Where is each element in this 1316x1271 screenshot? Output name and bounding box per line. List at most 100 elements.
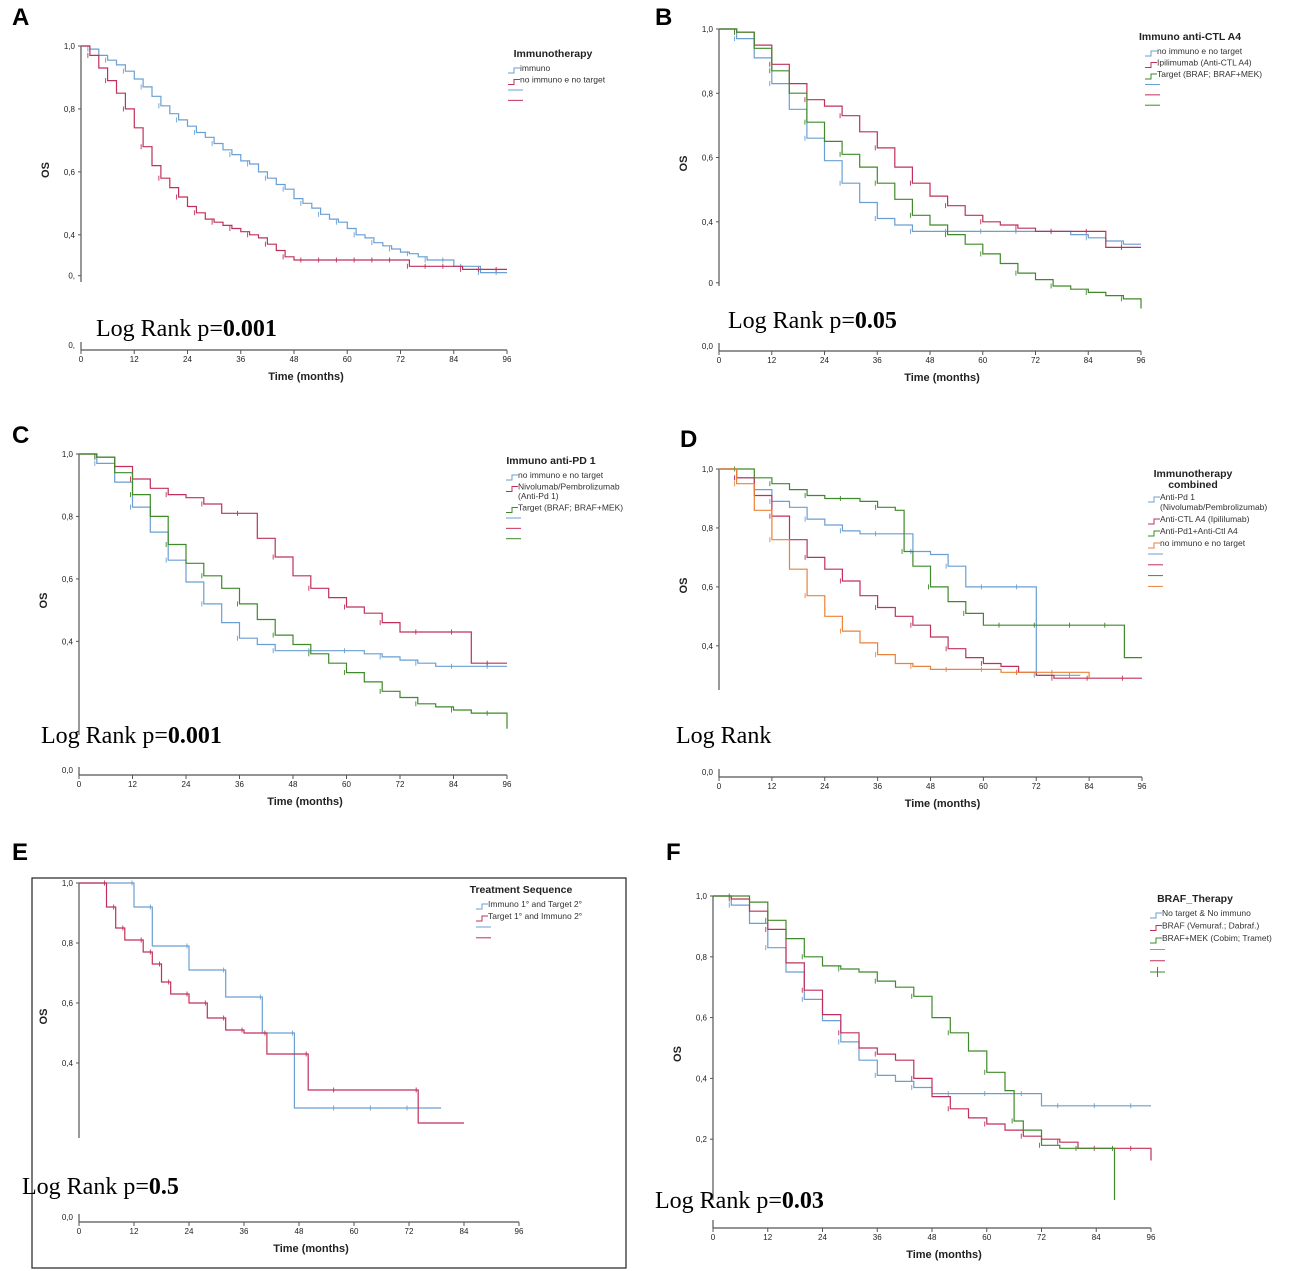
legend-swatch [476, 903, 488, 910]
log-rank-p-value: 0.03 [782, 1188, 824, 1214]
legend-label: Target (BRAF; BRAF+MEK) [518, 503, 623, 513]
legend-label: Target (BRAF; BRAF+MEK) [1157, 69, 1262, 79]
series-line-1 [81, 45, 507, 274]
y-tick-label: 0,2 [696, 1135, 708, 1144]
series-line-1 [713, 895, 1151, 1107]
y-bottom-label: 0,0 [62, 766, 74, 775]
legend-swatch [1148, 530, 1160, 537]
x-tick-label: 12 [130, 1227, 139, 1236]
log-rank-text: Log Rank p=0.05 [728, 308, 897, 334]
y-tick-label: 0,6 [62, 575, 74, 584]
x-tick-label: 0 [717, 782, 722, 791]
y-tick-label: 0,8 [702, 89, 714, 98]
legend-label: BRAF+MEK (Cobim; Tramet) [1162, 933, 1272, 943]
series-line-2 [79, 882, 464, 1124]
log-rank-p-value: 0.001 [168, 723, 222, 749]
log-rank-text: Log Rank [676, 723, 771, 749]
legend-label: Ipilimumab (Anti-CTL A4) [1157, 58, 1252, 68]
panel-a: A 1,0 0,8 0,6 0,4 0, 0, 0 12 24 36 48 60 72 84 96 Time (… [12, 4, 606, 383]
y-tick-label: 0,4 [62, 637, 74, 646]
legend-label: BRAF (Vemuraf.; Dabraf.) [1162, 921, 1259, 931]
x-tick-label: 96 [1138, 782, 1147, 791]
x-tick-label: 0 [77, 1227, 82, 1236]
legend-label: no immuno e no target [520, 75, 606, 85]
legend: Treatment Sequence Immuno 1° and Target 2… [470, 884, 582, 939]
series-line-1 [79, 453, 507, 667]
x-tick-label: 0 [717, 356, 722, 365]
y-bottom-label: 0,0 [62, 1213, 74, 1222]
legend-swatch [1145, 73, 1157, 80]
legend-swatch [506, 486, 518, 492]
y-tick-label: 0,6 [696, 1014, 708, 1023]
x-tick-label: 48 [295, 1227, 304, 1236]
y-tick-label: 0,8 [62, 512, 74, 521]
y-tick-label: 0,8 [702, 524, 714, 533]
x-tick-label: 48 [926, 782, 935, 791]
series-line-1 [719, 468, 1081, 676]
log-rank-p-value: 0.001 [223, 316, 277, 342]
x-tick-label: 60 [982, 1233, 991, 1242]
log-rank-p-value: 0.5 [149, 1174, 179, 1200]
x-tick-label: 84 [460, 1227, 469, 1236]
series-line-4 [719, 468, 1090, 679]
legend-swatch [508, 79, 520, 85]
x-tick-label: 36 [873, 782, 882, 791]
y-tick-label: 0,6 [62, 999, 74, 1008]
legend-label: Anti-Pd1+Anti-Ctl A4 [1160, 526, 1238, 536]
legend-label: No target & No immuno [1162, 908, 1251, 918]
panel-f: F 1,0 0,8 0,6 0,4 0,2 0 12 24 36 48 60 72 84 96 Time (m… [655, 839, 1272, 1261]
x-tick-label: 60 [979, 782, 988, 791]
y-tick-label: 1,0 [64, 42, 76, 51]
x-tick-label: 48 [926, 356, 935, 365]
legend-swatch [506, 507, 518, 513]
x-tick-label: 48 [928, 1233, 937, 1242]
y-tick-label: 0,4 [702, 642, 714, 651]
x-tick-label: 36 [873, 356, 882, 365]
x-tick-label: 24 [820, 356, 829, 365]
y-tick-label: 0,4 [64, 231, 76, 240]
x-tick-label: 0 [77, 780, 82, 789]
x-tick-label: 72 [1031, 356, 1040, 365]
x-tick-label: 12 [763, 1233, 772, 1242]
y-tick-label: 0, [68, 272, 75, 281]
x-tick-label: 12 [767, 356, 776, 365]
series-line-2 [719, 468, 1142, 679]
legend-label-cont: (Anti-Pd 1) [518, 491, 559, 501]
series-line-3 [719, 468, 1142, 659]
x-tick-label: 96 [503, 780, 512, 789]
legend: Immunotherapy immuno no immuno e no target [508, 48, 606, 101]
legend-label: Anti-Pd 1 [1160, 492, 1195, 502]
panel-letter: A [12, 4, 29, 31]
log-rank-prefix: Log Rank p= [22, 1174, 149, 1200]
log-rank-prefix: Log Rank p= [96, 316, 223, 342]
panel-d: D 1,0 0,8 0,6 0,4 0,00 12 24 36 48 60 72 84 96 Time (m… [676, 426, 1267, 810]
legend-swatch [1145, 50, 1157, 57]
y-tick-label: 0,6 [702, 583, 714, 592]
series-line-1 [79, 882, 442, 1109]
legend: Immuno anti-PD 1 no immuno e no target Niv… [506, 455, 623, 540]
series-line-2 [713, 895, 1152, 1161]
legend-title: Immunotherapy [514, 48, 593, 60]
log-rank-p-value: 0.05 [855, 308, 897, 334]
series-line-2 [79, 453, 507, 664]
x-axis-title: Time (months) [905, 798, 981, 810]
y-tick-label: 0,8 [696, 953, 708, 962]
y-axis-title: OS [678, 156, 690, 172]
series-line-3 [713, 895, 1116, 1200]
panel-e: E 1,0 0,8 0,6 0,4 0,00 12 24 36 48 60 72 84 96 Time (m… [12, 839, 627, 1269]
x-tick-label: 0 [79, 355, 84, 364]
y-axis-title: OS [40, 162, 52, 178]
log-rank-prefix: Log Rank p= [655, 1188, 782, 1214]
x-tick-label: 24 [183, 355, 192, 364]
x-tick-label: 36 [240, 1227, 249, 1236]
panel-letter: F [666, 839, 681, 866]
y-bottom-label: 0, [68, 341, 75, 350]
log-rank-text: Log Rank p=0.5 [22, 1174, 179, 1200]
y-tick-label: 0,4 [702, 218, 714, 227]
x-tick-label: 48 [289, 780, 298, 789]
legend-swatch [1150, 912, 1162, 919]
legend-label: no immuno e no target [1160, 538, 1246, 548]
legend: Immuno anti-CTL A4 no immuno e no target I… [1139, 31, 1262, 106]
x-tick-label: 0 [711, 1233, 716, 1242]
